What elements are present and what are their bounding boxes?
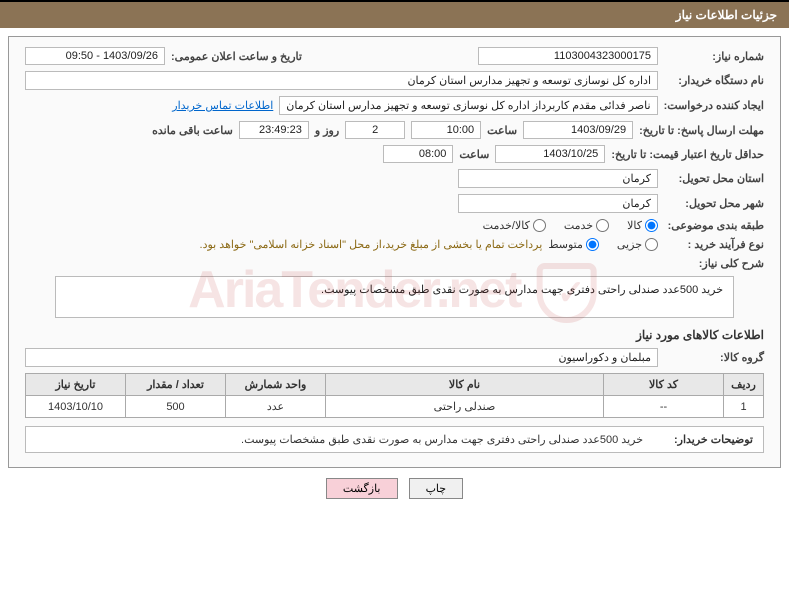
category-radio-group: کالا خدمت کالا/خدمت bbox=[483, 219, 658, 232]
td-date: 1403/10/10 bbox=[26, 396, 126, 418]
days-value: 2 bbox=[345, 121, 405, 139]
validity-time-value: 08:00 bbox=[383, 145, 453, 163]
province-label: استان محل تحویل: bbox=[664, 172, 764, 185]
page-title: جزئیات اطلاعات نیاز bbox=[676, 8, 777, 22]
reply-deadline-label: مهلت ارسال پاسخ: تا تاریخ: bbox=[639, 124, 764, 137]
process-radio-minor[interactable] bbox=[645, 238, 658, 251]
td-code: -- bbox=[604, 396, 724, 418]
row-buyer-org: نام دستگاه خریدار: اداره کل نوسازی توسعه… bbox=[25, 71, 764, 90]
validity-time-label: ساعت bbox=[459, 148, 489, 161]
th-qty: تعداد / مقدار bbox=[126, 374, 226, 396]
th-name: نام کالا bbox=[326, 374, 604, 396]
row-goods-group: گروه کالا: مبلمان و دکوراسیون bbox=[25, 348, 764, 367]
row-need-number: شماره نیاز: 1103004323000175 تاریخ و ساع… bbox=[25, 47, 764, 65]
td-unit: عدد bbox=[226, 396, 326, 418]
actions-row: چاپ بازگشت bbox=[0, 478, 789, 499]
buyer-org-value: اداره کل نوسازی توسعه و تجهیز مدارس استا… bbox=[25, 71, 658, 90]
print-button[interactable]: چاپ bbox=[409, 478, 464, 499]
goods-section-title: اطلاعات کالاهای مورد نیاز bbox=[25, 328, 764, 342]
back-button[interactable]: بازگشت bbox=[326, 478, 398, 499]
row-city: شهر محل تحویل: کرمان bbox=[25, 194, 764, 213]
countdown-suffix: ساعت باقی مانده bbox=[152, 124, 233, 137]
process-label: نوع فرآیند خرید : bbox=[664, 238, 764, 251]
process-option-minor[interactable]: جزیی bbox=[617, 238, 658, 251]
th-unit: واحد شمارش bbox=[226, 374, 326, 396]
countdown-value: 23:49:23 bbox=[239, 121, 309, 139]
days-suffix: روز و bbox=[315, 124, 339, 137]
td-index: 1 bbox=[724, 396, 764, 418]
buyer-note-text: خرید 500عدد صندلی راحتی دفتری جهت مدارس … bbox=[241, 433, 643, 446]
th-code: کد کالا bbox=[604, 374, 724, 396]
td-name: صندلی راحتی bbox=[326, 396, 604, 418]
city-value: کرمان bbox=[458, 194, 658, 213]
need-number-label: شماره نیاز: bbox=[664, 50, 764, 63]
requester-value: ناصر فدائی مقدم کاربرداز اداره کل نوسازی… bbox=[279, 96, 657, 115]
th-index: ردیف bbox=[724, 374, 764, 396]
page-header: جزئیات اطلاعات نیاز bbox=[0, 0, 789, 28]
row-requester: ایجاد کننده درخواست: ناصر فدائی مقدم کار… bbox=[25, 96, 764, 115]
buyer-contact-link[interactable]: اطلاعات تماس خریدار bbox=[172, 99, 273, 112]
summary-box: شرح کلی نیاز: خرید 500عدد صندلی راحتی دف… bbox=[25, 257, 764, 318]
process-note: پرداخت تمام یا بخشی از مبلغ خرید،از محل … bbox=[200, 238, 543, 251]
category-option-goods[interactable]: کالا bbox=[627, 219, 658, 232]
summary-label: شرح کلی نیاز: bbox=[664, 257, 764, 270]
requester-label: ایجاد کننده درخواست: bbox=[664, 99, 764, 112]
td-qty: 500 bbox=[126, 396, 226, 418]
table-header-row: ردیف کد کالا نام کالا واحد شمارش تعداد /… bbox=[26, 374, 764, 396]
buyer-note-box: توضیحات خریدار: خرید 500عدد صندلی راحتی … bbox=[25, 426, 764, 453]
category-radio-service[interactable] bbox=[596, 219, 609, 232]
process-radio-group: جزیی متوسط bbox=[548, 238, 658, 251]
category-radio-goods[interactable] bbox=[645, 219, 658, 232]
goods-group-value: مبلمان و دکوراسیون bbox=[25, 348, 658, 367]
reply-date-value: 1403/09/29 bbox=[523, 121, 633, 139]
row-province: استان محل تحویل: کرمان bbox=[25, 169, 764, 188]
row-process: نوع فرآیند خرید : جزیی متوسط پرداخت تمام… bbox=[25, 238, 764, 251]
form-container: شماره نیاز: 1103004323000175 تاریخ و ساع… bbox=[8, 36, 781, 468]
category-option-both[interactable]: کالا/خدمت bbox=[483, 219, 546, 232]
process-radio-medium[interactable] bbox=[586, 238, 599, 251]
category-option-service[interactable]: خدمت bbox=[564, 219, 609, 232]
reply-time-value: 10:00 bbox=[411, 121, 481, 139]
category-radio-both[interactable] bbox=[533, 219, 546, 232]
announce-label: تاریخ و ساعت اعلان عمومی: bbox=[171, 50, 302, 63]
row-category: طبقه بندی موضوعی: کالا خدمت کالا/خدمت bbox=[25, 219, 764, 232]
row-reply-deadline: مهلت ارسال پاسخ: تا تاریخ: 1403/09/29 سا… bbox=[25, 121, 764, 139]
validity-date-value: 1403/10/25 bbox=[495, 145, 605, 163]
city-label: شهر محل تحویل: bbox=[664, 197, 764, 210]
process-option-medium[interactable]: متوسط bbox=[548, 238, 599, 251]
reply-time-label: ساعت bbox=[487, 124, 517, 137]
buyer-note-label: توضیحات خریدار: bbox=[653, 433, 753, 446]
need-number-value: 1103004323000175 bbox=[478, 47, 658, 65]
announce-value: 1403/09/26 - 09:50 bbox=[25, 47, 165, 65]
items-table: ردیف کد کالا نام کالا واحد شمارش تعداد /… bbox=[25, 373, 764, 418]
validity-label: حداقل تاریخ اعتبار قیمت: تا تاریخ: bbox=[611, 148, 764, 161]
goods-group-label: گروه کالا: bbox=[664, 351, 764, 364]
row-validity: حداقل تاریخ اعتبار قیمت: تا تاریخ: 1403/… bbox=[25, 145, 764, 163]
summary-text: خرید 500عدد صندلی راحتی دفتری جهت مدارس … bbox=[55, 276, 734, 318]
province-value: کرمان bbox=[458, 169, 658, 188]
buyer-org-label: نام دستگاه خریدار: bbox=[664, 74, 764, 87]
th-date: تاریخ نیاز bbox=[26, 374, 126, 396]
category-label: طبقه بندی موضوعی: bbox=[664, 219, 764, 232]
table-row: 1 -- صندلی راحتی عدد 500 1403/10/10 bbox=[26, 396, 764, 418]
